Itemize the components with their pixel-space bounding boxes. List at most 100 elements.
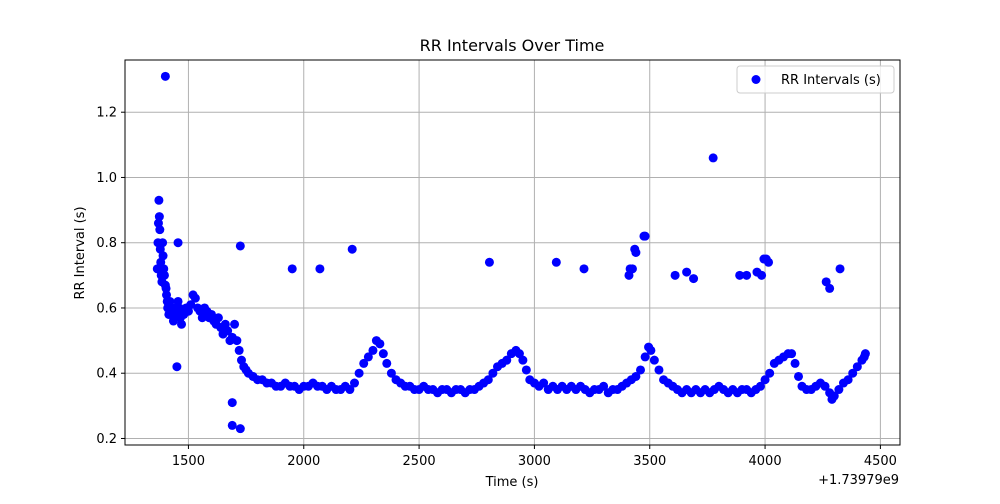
data-point — [161, 283, 171, 293]
data-point — [631, 371, 641, 381]
x-axis-label: Time (s) — [485, 475, 539, 490]
data-point — [287, 264, 297, 274]
plot-frame — [124, 59, 901, 446]
x-tick-label: 2500 — [403, 454, 436, 469]
x-tick-label: 4000 — [749, 454, 782, 469]
data-point — [518, 355, 528, 365]
data-point — [649, 355, 659, 365]
data-point — [158, 238, 168, 248]
data-point — [227, 398, 237, 408]
data-point — [640, 352, 650, 362]
x-tick-label: 3500 — [633, 454, 666, 469]
data-point — [689, 274, 699, 284]
data-point — [829, 391, 839, 401]
data-point — [227, 420, 237, 430]
data-point — [484, 257, 494, 267]
data-point — [363, 352, 373, 362]
y-axis-label: RR Interval (s) — [73, 206, 88, 299]
data-point — [159, 264, 169, 274]
data-point — [764, 257, 774, 267]
y-tick-label: 0.4 — [96, 367, 117, 382]
data-point — [230, 319, 240, 329]
data-point — [755, 381, 765, 391]
data-point — [852, 362, 862, 372]
y-tick-label: 0.6 — [96, 301, 117, 316]
y-tick-label: 1.0 — [96, 171, 117, 186]
data-point — [235, 241, 245, 251]
data-point — [631, 248, 641, 257]
legend-marker — [751, 75, 761, 84]
data-point — [345, 385, 355, 395]
data-point — [760, 375, 770, 385]
legend-box — [736, 65, 895, 94]
data-point — [382, 358, 392, 368]
data-point — [159, 270, 169, 280]
grid-lines — [125, 60, 900, 445]
data-point — [235, 424, 245, 434]
data-point — [790, 358, 800, 368]
data-point — [757, 270, 767, 280]
data-point — [843, 375, 853, 385]
data-point — [234, 345, 244, 355]
data-point — [551, 257, 561, 267]
data-point — [488, 368, 498, 378]
data-point — [848, 368, 858, 378]
data-point — [636, 365, 646, 375]
data-point — [386, 368, 396, 378]
data-point — [177, 319, 187, 329]
data-point — [627, 264, 637, 274]
y-tick-label: 0.2 — [96, 432, 117, 447]
data-point — [640, 231, 650, 241]
data-point — [190, 293, 200, 303]
data-point — [502, 355, 512, 365]
data-point — [186, 300, 196, 310]
data-point — [521, 365, 531, 375]
data-point — [682, 267, 692, 277]
data-point — [834, 385, 844, 395]
legend-label: RR Intervals (s) — [781, 73, 881, 88]
data-point — [315, 264, 325, 274]
data-point — [354, 368, 364, 378]
data-point — [787, 349, 797, 359]
data-point — [173, 238, 183, 248]
data-point — [197, 313, 207, 323]
data-point — [154, 212, 164, 222]
legend: RR Intervals (s) — [736, 65, 895, 94]
x-tick-label: 1500 — [172, 454, 205, 469]
data-point — [735, 270, 745, 280]
data-point — [213, 313, 223, 323]
x-tick-label: 2000 — [287, 454, 320, 469]
data-point — [158, 251, 168, 261]
data-point — [350, 378, 360, 388]
data-point — [368, 345, 378, 355]
x-tick-label: 3000 — [518, 454, 551, 469]
data-point — [154, 195, 164, 205]
data-point — [646, 345, 656, 355]
data-point — [835, 264, 845, 274]
data-point — [160, 71, 170, 81]
data-point — [670, 270, 680, 280]
data-point — [172, 362, 182, 372]
data-point — [359, 358, 369, 368]
data-point — [708, 153, 718, 163]
data-point — [820, 381, 830, 391]
x-axis-offset-label: +1.73979e9 — [818, 473, 899, 488]
data-point — [860, 349, 870, 359]
data-point — [654, 365, 664, 375]
data-point — [155, 225, 165, 235]
data-point — [174, 303, 184, 313]
data-point — [347, 244, 357, 254]
chart-title: RR Intervals Over Time — [420, 36, 605, 55]
x-tick-label: 4500 — [864, 454, 897, 469]
data-points — [152, 71, 870, 434]
data-point — [765, 368, 775, 378]
data-point — [825, 283, 835, 293]
data-point — [232, 336, 242, 346]
data-point — [483, 375, 493, 385]
data-point — [378, 349, 388, 359]
axes: 1500 2000 2500 3000 3500 4000 4500 0.2 0.4 0.6 0.8… — [96, 106, 897, 469]
data-point — [599, 381, 609, 391]
data-point — [579, 264, 589, 274]
